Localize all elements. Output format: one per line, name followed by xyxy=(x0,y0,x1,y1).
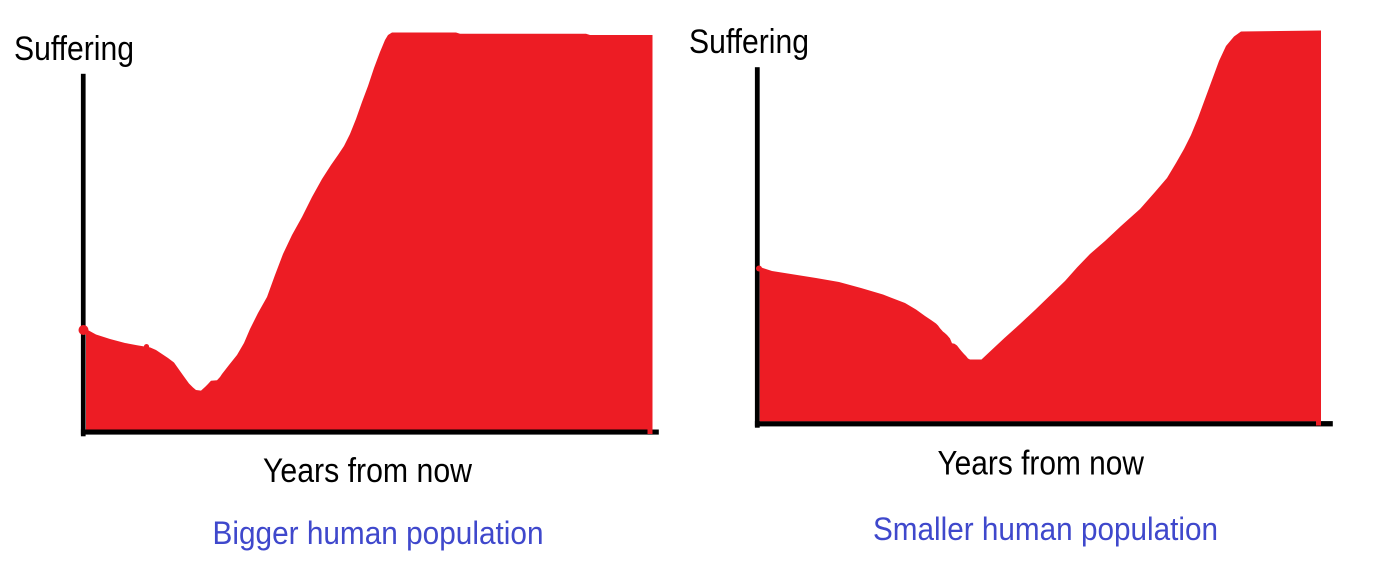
svg-text:Years from now: Years from now xyxy=(263,452,472,490)
svg-text:Bigger human population: Bigger human population xyxy=(213,515,544,551)
svg-text:Suffering: Suffering xyxy=(689,23,809,61)
svg-text:Years from now: Years from now xyxy=(938,445,1145,483)
svg-text:Suffering: Suffering xyxy=(14,30,134,68)
svg-text:Smaller human population: Smaller human population xyxy=(873,511,1218,547)
